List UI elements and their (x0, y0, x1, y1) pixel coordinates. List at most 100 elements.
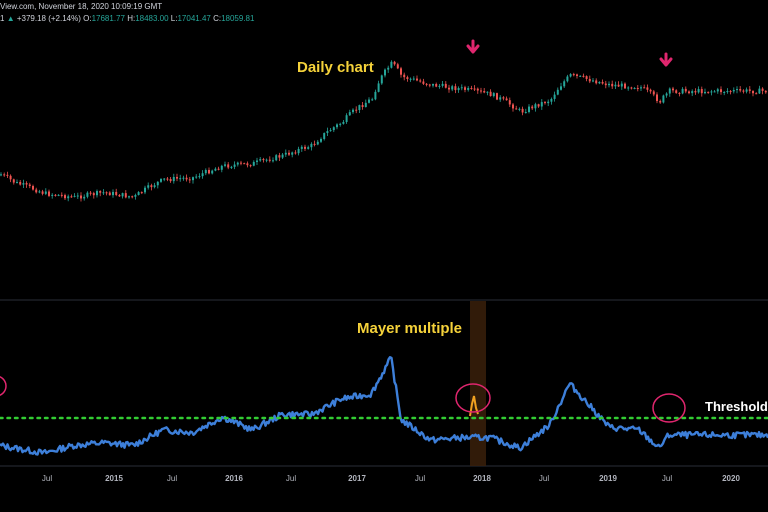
candle-body (64, 195, 66, 199)
daily-chart-label: Daily chart (297, 59, 374, 76)
candle-body (57, 194, 60, 196)
candle-body (60, 194, 63, 196)
x-tick-label: Jul (167, 474, 177, 483)
candle-body (499, 97, 502, 100)
candle-body (163, 178, 166, 180)
header-low: 17041.47 (177, 14, 211, 23)
candle-body (752, 90, 754, 94)
candle-body (204, 169, 207, 174)
candle-body (585, 76, 588, 79)
candle-body (32, 185, 34, 190)
candle-body (211, 170, 214, 174)
candle-body (428, 84, 431, 86)
candle-body (48, 191, 50, 196)
header-change-prefix: 1 (0, 14, 5, 23)
header-source-timestamp: View.com, November 18, 2020 10:09:19 GMT (0, 2, 163, 11)
candle-body (134, 194, 137, 197)
candle-body (422, 81, 425, 84)
candle-body (726, 91, 729, 93)
candle-body (739, 89, 742, 91)
candle-body (716, 89, 719, 92)
candle-body (128, 196, 130, 198)
candle-body (611, 83, 614, 87)
candle-body (19, 181, 22, 185)
candle-body (332, 127, 335, 131)
candle-body (140, 192, 143, 194)
candle-body (652, 91, 655, 95)
header-close: 18059.81 (221, 14, 255, 23)
candle-body (352, 109, 354, 113)
header-open: 17681.77 (91, 14, 125, 23)
candle-body (524, 112, 527, 114)
candle-body (0, 174, 2, 176)
candle-body (118, 194, 121, 197)
candle-body (12, 179, 15, 183)
candle-body (608, 83, 610, 86)
candle-body (713, 91, 716, 93)
candle-body (246, 163, 249, 166)
candle-body (707, 91, 710, 93)
candle-body (643, 87, 646, 89)
candle-body (640, 87, 642, 89)
candle-body (313, 143, 316, 145)
candle-body (473, 88, 476, 90)
candle-body (614, 84, 617, 87)
candle-body (489, 91, 492, 97)
candle-body (620, 83, 623, 87)
candle-body (3, 174, 6, 176)
candle-body (144, 187, 146, 193)
candle-body (438, 85, 441, 87)
x-tick-label: 2020 (722, 474, 740, 483)
candle-body (444, 83, 447, 88)
candle-body (406, 77, 409, 80)
x-tick-label: Jul (42, 474, 52, 483)
candle-body (89, 192, 92, 194)
candle-body (169, 179, 172, 182)
price-candles (0, 60, 767, 202)
candle-body (16, 181, 18, 183)
candle-body (502, 97, 505, 99)
x-tick-label: 2018 (473, 474, 491, 483)
candle-body (336, 124, 338, 128)
candle-body (540, 102, 543, 107)
candle-body (572, 74, 575, 76)
candle-body (96, 191, 98, 196)
x-tick-label: 2019 (599, 474, 617, 483)
peak-arrow-2017 (466, 39, 480, 54)
down-arrow-icon (659, 52, 673, 67)
candle-body (598, 81, 601, 84)
candle-body (649, 89, 652, 92)
candle-body (236, 162, 239, 165)
candle-body (345, 115, 348, 122)
candle-body (137, 192, 140, 195)
candle-body (76, 195, 79, 197)
candle-body (694, 91, 697, 93)
candle-body (150, 185, 153, 188)
candle-body (320, 138, 322, 142)
candle-body (51, 194, 54, 196)
candle-body (272, 160, 274, 162)
candle-body (281, 154, 284, 158)
candle-body (710, 91, 713, 93)
candle-body (387, 67, 390, 70)
candle-body (371, 99, 374, 101)
x-tick-label: Jul (286, 474, 296, 483)
candle-body (684, 88, 687, 92)
candle-body (112, 191, 114, 196)
candle-body (297, 148, 300, 154)
peak-arrow-2019 (659, 52, 673, 67)
candle-body (476, 88, 479, 91)
candle-body (470, 87, 473, 89)
candle-body (748, 89, 751, 91)
candle-body (512, 104, 514, 109)
candle-body (35, 189, 38, 193)
candle-body (377, 83, 380, 92)
candle-body (700, 89, 703, 94)
candle-body (441, 83, 444, 86)
candle-body (435, 84, 438, 87)
candle-body (409, 78, 412, 80)
candle-body (41, 191, 44, 194)
candle-body (374, 91, 377, 100)
candle-body (28, 184, 31, 186)
